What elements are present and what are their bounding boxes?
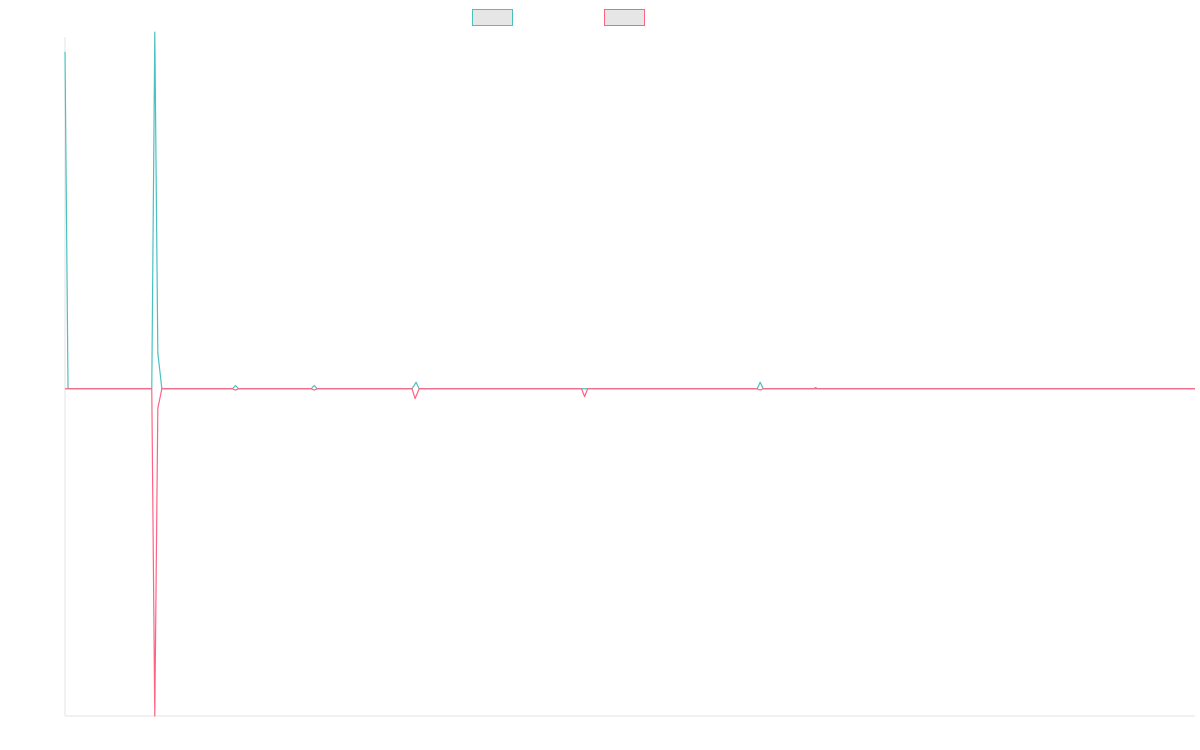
series-layer (64, 31, 1195, 717)
axes (64, 37, 1195, 717)
legend (472, 9, 645, 26)
series-line-1 (64, 31, 1195, 390)
legend-swatch-2 (604, 9, 645, 26)
legend-swatch-1 (472, 9, 513, 26)
series-line-2 (65, 388, 1195, 717)
